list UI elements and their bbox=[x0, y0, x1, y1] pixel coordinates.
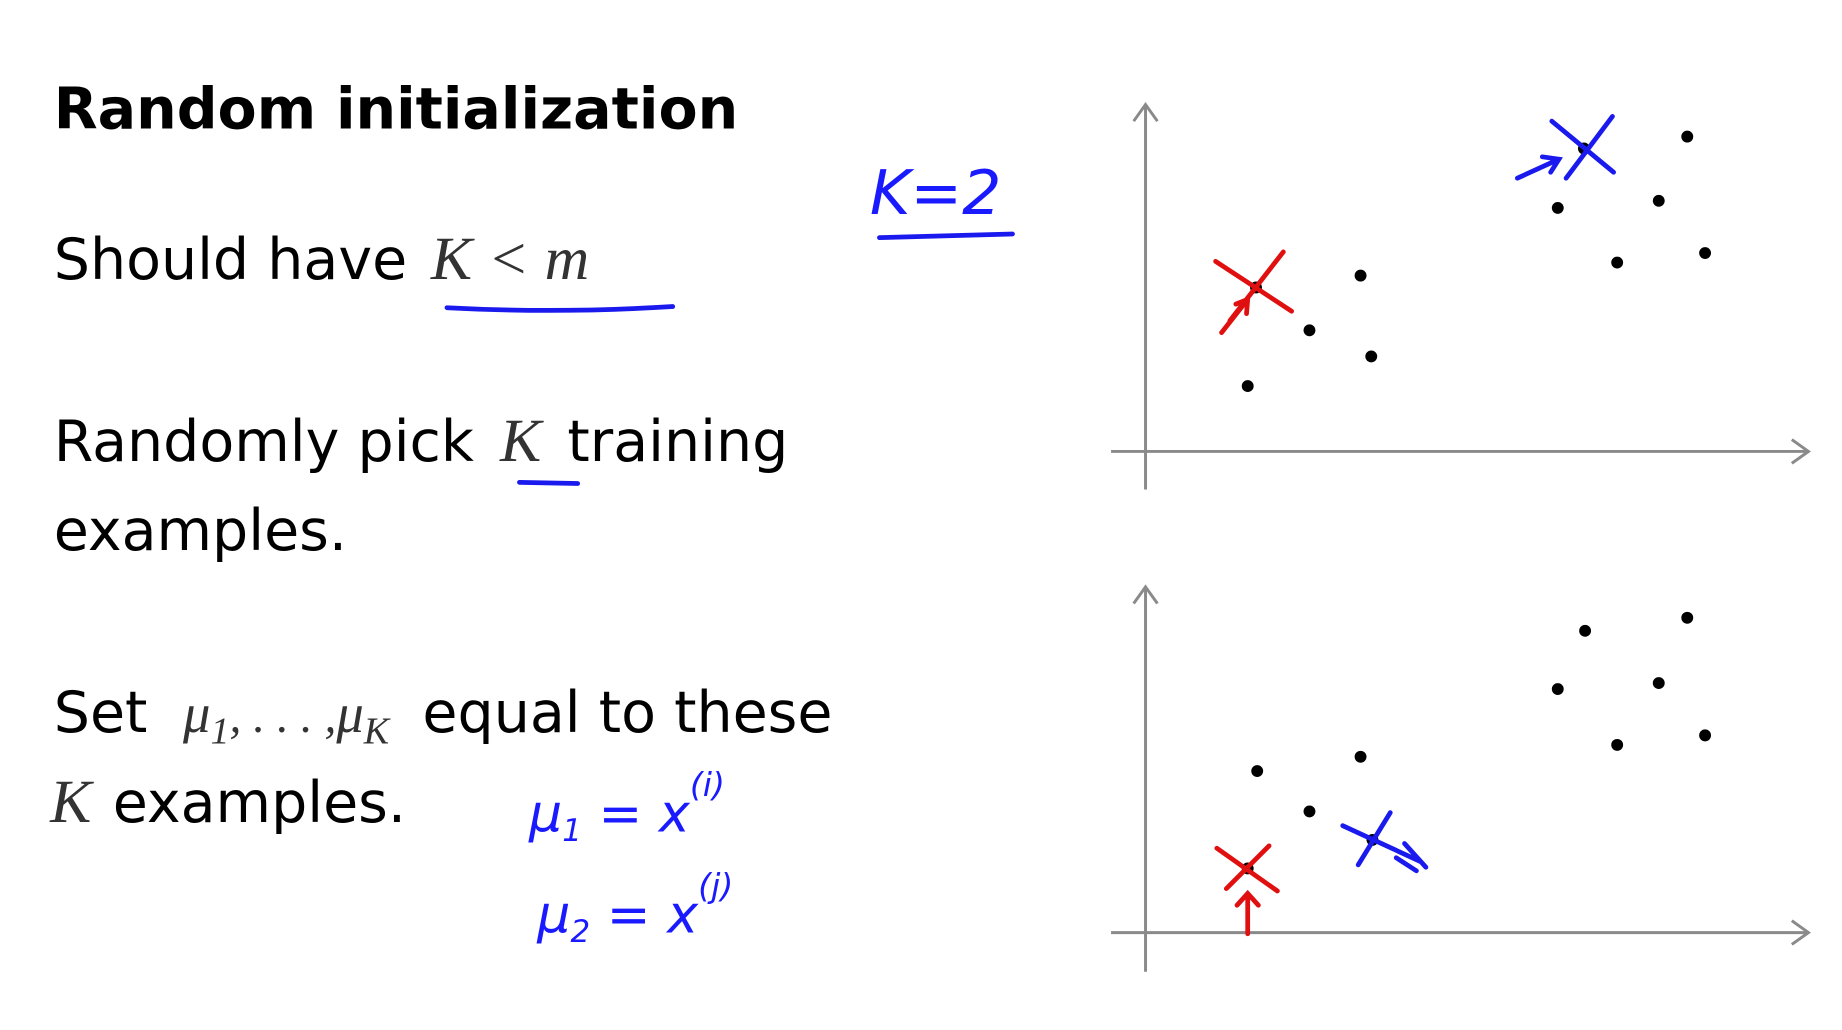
bullet: K examples. bbox=[49, 768, 406, 836]
bullet-text: equal to these bbox=[422, 680, 832, 746]
y-axis bbox=[1132, 584, 1159, 972]
bullet-text: examples. bbox=[54, 498, 347, 564]
centroid-blue bbox=[1340, 810, 1429, 874]
plot-bottom bbox=[1111, 584, 1811, 972]
bullet: Should have K < m bbox=[54, 225, 590, 293]
note-text: (i) bbox=[690, 765, 725, 804]
points bbox=[1241, 611, 1712, 875]
note: K=2 bbox=[870, 157, 1002, 229]
bullet-text: examples. bbox=[113, 770, 406, 836]
plot-top bbox=[1111, 101, 1811, 490]
bullet-text: Set bbox=[54, 680, 148, 746]
note-text: 2 bbox=[571, 914, 591, 950]
math: , . . . , bbox=[229, 691, 336, 743]
centroid-red bbox=[1214, 843, 1280, 937]
math: K bbox=[363, 711, 391, 753]
note-text: = x bbox=[582, 784, 691, 845]
note-text: μ bbox=[536, 885, 570, 946]
note-text: (j) bbox=[698, 866, 733, 905]
math: K < m bbox=[430, 225, 589, 293]
math: K bbox=[49, 768, 94, 836]
math: 1 bbox=[210, 711, 229, 753]
x-axis bbox=[1111, 919, 1811, 946]
bullet-text: Randomly pick bbox=[54, 409, 474, 475]
points bbox=[1241, 130, 1712, 393]
math: μ bbox=[182, 683, 210, 744]
bullet: Randomly pick K training bbox=[54, 407, 789, 475]
slide-title: Random initialization bbox=[54, 76, 738, 142]
underline bbox=[444, 304, 676, 313]
underline bbox=[877, 231, 1015, 240]
note-text: 1 bbox=[562, 813, 582, 849]
bullet-text: training bbox=[567, 409, 788, 475]
y-axis bbox=[1132, 101, 1159, 490]
centroid-blue bbox=[1515, 114, 1616, 181]
note-text: = x bbox=[590, 885, 699, 946]
math: μ bbox=[335, 683, 363, 744]
x-axis bbox=[1111, 438, 1811, 465]
centroid-red bbox=[1213, 249, 1295, 336]
bullet-text: Should have bbox=[54, 227, 407, 293]
bullet: Set μ1, . . . ,μK equal to these bbox=[54, 680, 833, 757]
note-text: μ bbox=[528, 784, 562, 845]
note: μ1 = x(i) bbox=[528, 765, 725, 849]
underline bbox=[517, 479, 581, 486]
note: μ2 = x(j) bbox=[536, 866, 733, 950]
math: K bbox=[499, 407, 544, 475]
